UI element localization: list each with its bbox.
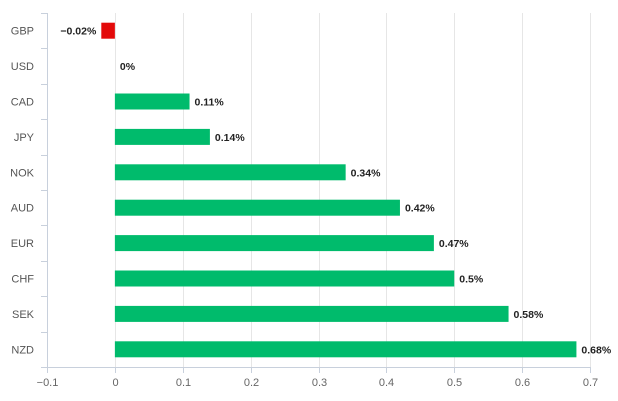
data-label: 0.58%: [514, 309, 544, 321]
axes: −0.1 0 0.1 0.2 0.3 0.4 0.5 0.6 0.7: [37, 13, 598, 389]
category-label: AUD: [11, 203, 34, 215]
bar: [114, 128, 210, 145]
category-label: GBP: [11, 26, 34, 38]
category-label: JPY: [14, 132, 35, 144]
category-label: NOK: [10, 167, 35, 179]
bar: [114, 164, 346, 181]
data-label: 0.42%: [405, 203, 435, 215]
bar: [114, 235, 434, 252]
grid-lines: [115, 13, 591, 367]
data-label: 0.47%: [439, 238, 469, 250]
data-label: 0.14%: [215, 132, 245, 144]
bar: [114, 93, 190, 110]
data-label: 0.11%: [195, 97, 225, 109]
bar: [101, 22, 115, 39]
category-label: SEK: [12, 309, 35, 321]
x-tick-label: −0.1: [37, 377, 59, 389]
x-tick-label: 0.3: [312, 377, 327, 389]
data-label: −0.02%: [60, 26, 97, 38]
category-label: CAD: [11, 97, 34, 109]
x-tick-label: 0.1: [176, 377, 191, 389]
bar: [114, 270, 455, 287]
bar: [114, 341, 577, 358]
data-label: 0.68%: [581, 344, 611, 356]
x-tick-label: 0.2: [244, 377, 259, 389]
x-tick-label: 0.6: [515, 377, 530, 389]
bar: [114, 305, 509, 322]
category-label: CHF: [11, 274, 34, 286]
bars: [101, 22, 577, 358]
x-tick-label: 0.4: [379, 377, 394, 389]
x-tick-label: 0.5: [447, 377, 462, 389]
data-label: 0%: [120, 61, 136, 73]
bar: [114, 199, 400, 216]
data-label: 0.5%: [459, 274, 484, 286]
x-tick-label: 0.7: [583, 377, 598, 389]
x-tick-label: 0: [112, 377, 118, 389]
category-label: USD: [11, 61, 34, 73]
labels: GBP −0.02% USD 0% CAD 0.11% JPY 0.14% NOK 0.34% AU…: [10, 26, 612, 357]
category-label: NZD: [11, 344, 34, 356]
category-label: EUR: [11, 238, 34, 250]
data-label: 0.34%: [351, 167, 381, 179]
